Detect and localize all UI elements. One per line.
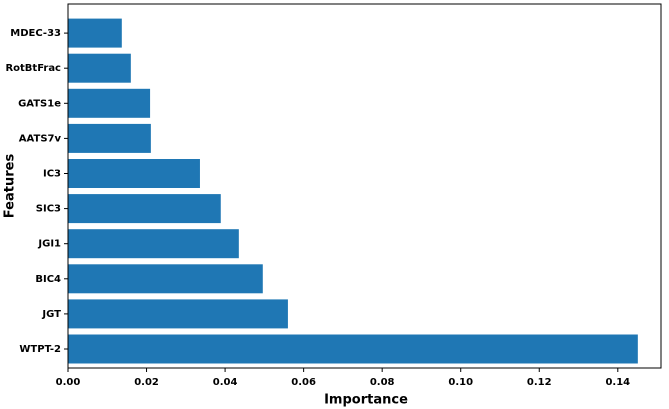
y-tick-label: MDEC-33 — [10, 28, 61, 39]
bar — [68, 299, 288, 329]
y-axis-title: Features — [3, 154, 18, 219]
bar — [68, 334, 638, 364]
bar — [68, 264, 263, 294]
bar — [68, 159, 200, 188]
y-tick-label: JGI1 — [37, 239, 61, 250]
bar — [68, 229, 239, 259]
bar — [68, 123, 151, 153]
x-tick-label: 0.08 — [370, 377, 395, 388]
x-tick-label: 0.02 — [134, 377, 159, 388]
x-axis-title: Importance — [324, 393, 408, 408]
y-tick-label: IC3 — [43, 169, 61, 180]
x-tick-label: 0.06 — [291, 377, 316, 388]
bar — [68, 53, 131, 83]
bar — [68, 88, 151, 118]
y-tick-label: WTPT-2 — [19, 344, 61, 355]
bar — [68, 194, 221, 224]
y-tick-label: RotBtFrac — [5, 63, 61, 74]
x-tick-label: 0.00 — [56, 377, 81, 388]
x-tick-label: 0.10 — [448, 377, 473, 388]
x-tick-label: 0.12 — [527, 377, 552, 388]
y-tick-label: SIC3 — [36, 204, 61, 215]
x-tick-label: 0.14 — [605, 377, 630, 388]
y-tick-label: GATS1e — [18, 98, 61, 109]
bar — [68, 18, 122, 48]
y-tick-label: JGT — [41, 309, 61, 320]
x-tick-label: 0.04 — [213, 377, 238, 388]
plot-frame — [67, 3, 662, 369]
y-tick-label: BIC4 — [35, 274, 61, 285]
y-tick-label: AATS7v — [19, 133, 62, 144]
